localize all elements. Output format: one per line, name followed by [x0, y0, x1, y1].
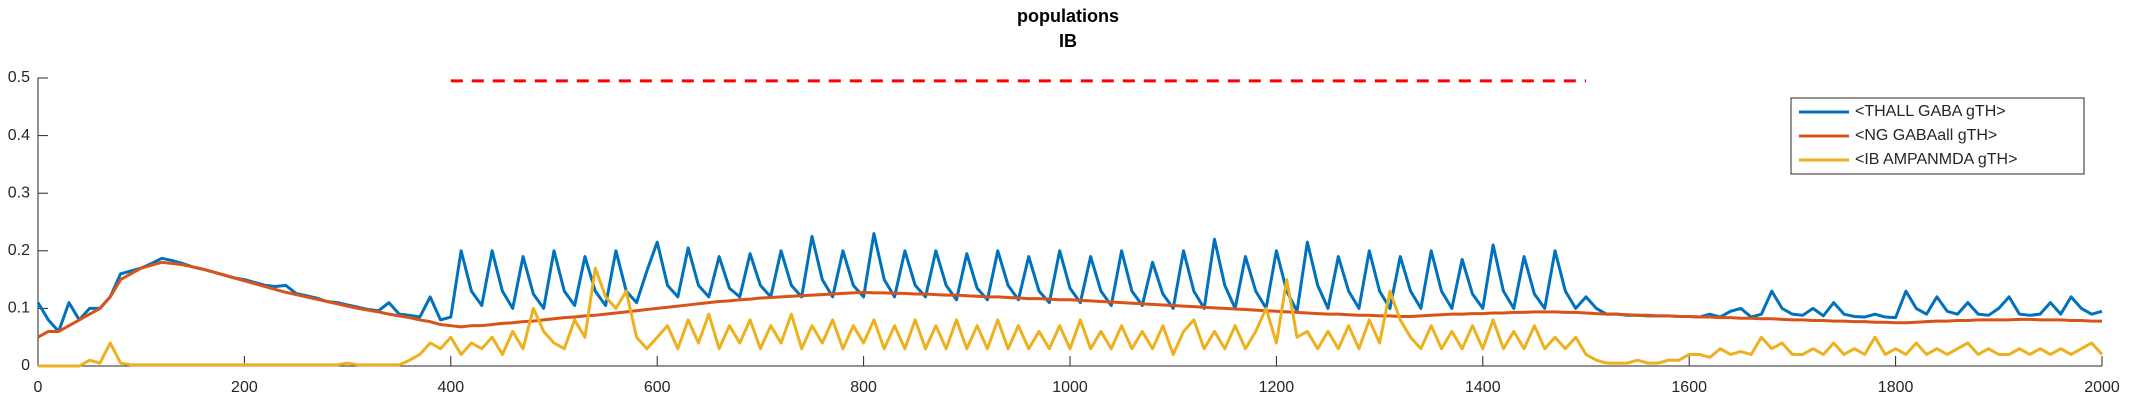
y-tick-label: 0.1 [8, 300, 30, 317]
x-tick-label: 1600 [1671, 379, 1707, 396]
x-tick-label: 0 [34, 379, 43, 396]
series-line [38, 266, 2104, 368]
x-tick-label: 1200 [1259, 379, 1295, 396]
series-line [37, 260, 2102, 339]
series-line [36, 232, 2103, 333]
y-tick-label: 0.2 [8, 242, 30, 259]
y-tick-label: 0.5 [8, 69, 30, 86]
y-tick-label: 0.3 [8, 184, 30, 201]
x-tick-label: 200 [231, 379, 258, 396]
x-tick-label: 2000 [2084, 379, 2120, 396]
legend-label: <IB AMPANMDA gTH> [1855, 151, 2017, 168]
y-tick-label: 0 [21, 357, 30, 374]
x-tick-label: 1400 [1465, 379, 1501, 396]
chart-subtitle: IB [1059, 31, 1077, 51]
x-tick-label: 400 [437, 379, 464, 396]
x-tick-label: 600 [644, 379, 671, 396]
legend-label: <NG GABAall gTH> [1855, 127, 1997, 144]
x-tick-label: 800 [850, 379, 877, 396]
x-tick-label: 1800 [1878, 379, 1914, 396]
legend-label: <THALL GABA gTH> [1855, 103, 2006, 120]
chart-title: populations [1017, 6, 1119, 26]
y-tick-label: 0.4 [8, 127, 30, 144]
x-tick-label: 1000 [1052, 379, 1088, 396]
